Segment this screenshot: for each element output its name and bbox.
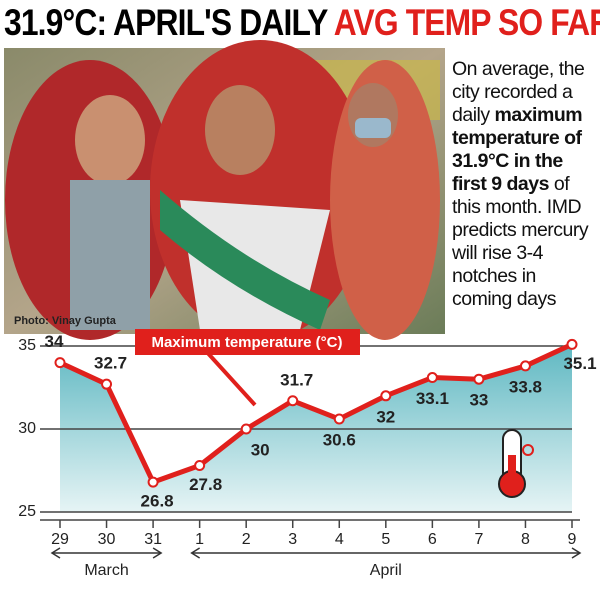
data-point	[566, 338, 578, 350]
data-label: 33.1	[416, 389, 449, 408]
annotation-box	[135, 329, 360, 355]
data-label: 31.7	[280, 370, 313, 389]
x-tick-label: 9	[568, 531, 577, 548]
x-tick-label: 2	[242, 531, 251, 548]
photo-credit: Photo: Vinay Gupta	[14, 315, 116, 327]
x-tick-label: 3	[288, 531, 297, 548]
data-label: 32	[376, 407, 395, 426]
data-point	[54, 357, 66, 369]
x-tick-label: 8	[521, 531, 530, 548]
sidebar-plain: On average, the city recorded a daily	[452, 58, 585, 126]
data-label: 33.8	[509, 377, 542, 396]
data-point	[194, 460, 206, 472]
x-tick-label: 7	[474, 531, 483, 548]
x-tick-label: 31	[144, 531, 162, 548]
sun	[522, 444, 534, 456]
data-point	[240, 423, 252, 435]
data-label: 30.6	[323, 431, 356, 450]
data-point	[101, 378, 113, 390]
thermometer-icon	[498, 429, 534, 498]
y-tick-label: 30	[18, 420, 36, 437]
x-tick-label: 29	[51, 531, 69, 548]
area-fill	[60, 344, 572, 512]
annotation-text: Maximum temperature (°C)	[151, 334, 342, 351]
photo	[4, 40, 445, 340]
arrow-head	[571, 547, 582, 559]
x-tick-label: 6	[428, 531, 437, 548]
data-point	[380, 390, 392, 402]
data-point	[147, 476, 159, 488]
data-point	[426, 372, 438, 384]
temperature-line	[58, 342, 574, 485]
data-label: 30	[251, 440, 270, 459]
data-point	[333, 413, 345, 425]
x-tick-label: 30	[98, 531, 116, 548]
sidebar-bold: maximum temperature of 31.9°C in the fir…	[452, 104, 583, 195]
y-tick-label: 25	[18, 503, 36, 520]
x-tick-label: 4	[335, 531, 344, 548]
arrow-head	[152, 547, 163, 559]
data-label: 35.1	[563, 354, 596, 373]
data-point	[519, 360, 531, 372]
arrow-head	[50, 547, 61, 559]
data-point	[287, 395, 299, 407]
data-label: 27.8	[189, 475, 222, 494]
data-label: 32.7	[94, 354, 127, 373]
headline-black: 31.9°C: APRIL'S DAILY	[4, 2, 328, 43]
headline-red: AVG TEMP SO FAR	[333, 2, 600, 43]
data-point	[473, 373, 485, 385]
sidebar-plain: of this month. IMD predicts mercury will…	[452, 173, 589, 310]
group-label: April	[370, 562, 402, 579]
headline: 31.9°C: APRIL'S DAILY AVG TEMP SO FAR	[4, 2, 600, 44]
group-label: March	[84, 562, 128, 579]
arrow-head	[190, 547, 201, 559]
annotation-pointer	[203, 348, 257, 407]
y-tick-label: 35	[18, 337, 36, 354]
data-label: 26.8	[141, 492, 174, 511]
sidebar-text: On average, the city recorded a daily ma…	[452, 58, 598, 311]
data-label: 34	[45, 332, 64, 351]
x-tick-label: 1	[195, 531, 204, 548]
data-label: 33	[469, 391, 488, 410]
x-tick-label: 5	[381, 531, 390, 548]
thermo-level	[508, 455, 516, 483]
